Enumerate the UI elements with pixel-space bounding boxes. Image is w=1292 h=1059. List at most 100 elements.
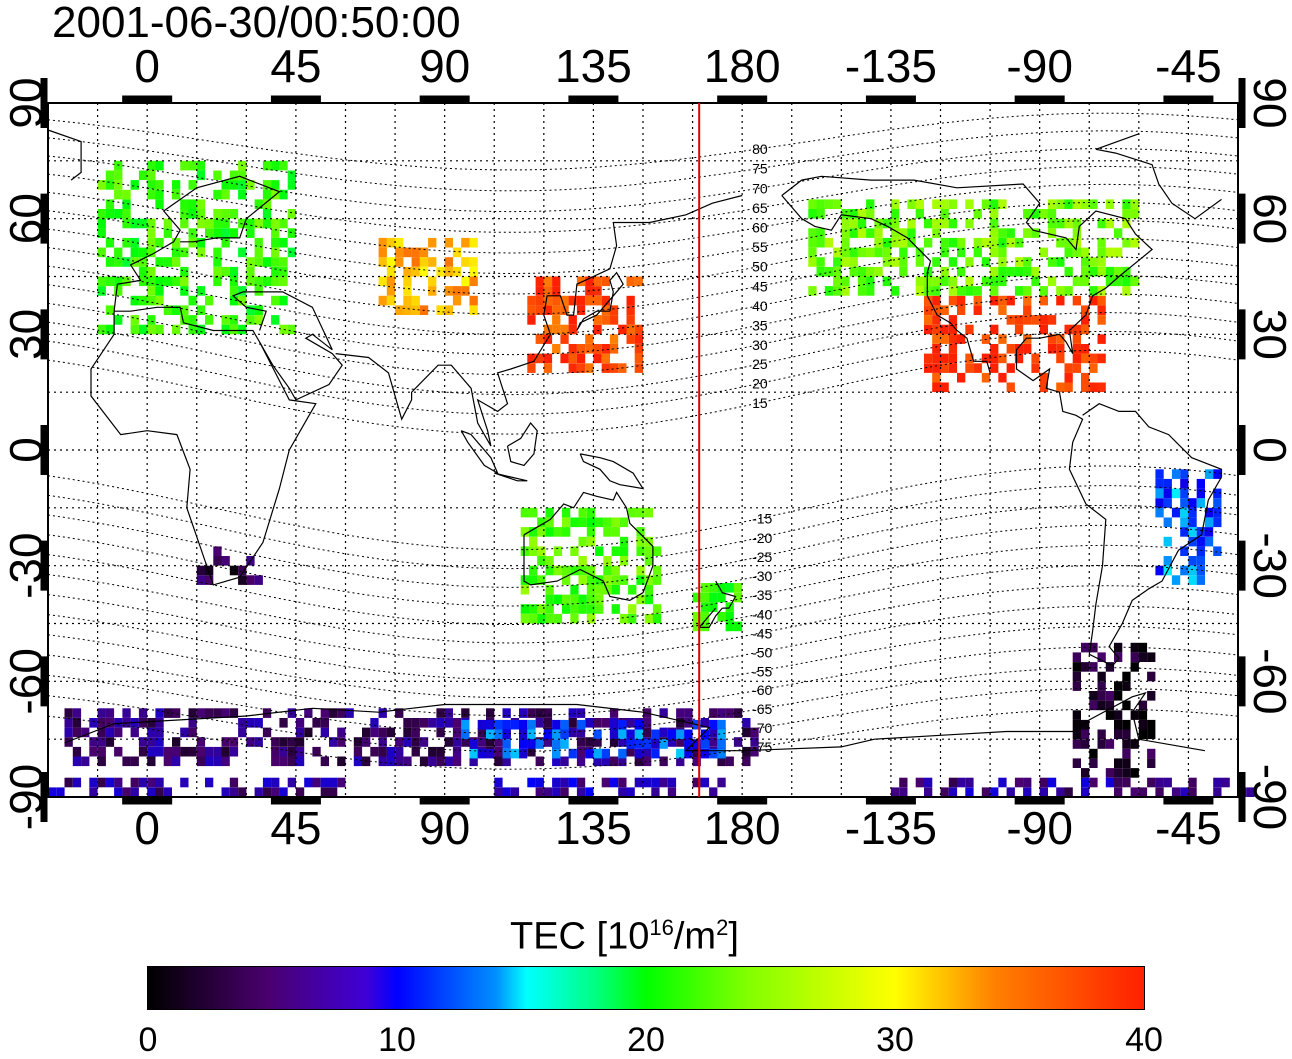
tec-cell xyxy=(552,344,561,354)
tec-cell xyxy=(545,565,554,576)
tec-cell xyxy=(948,286,958,296)
tec-cell xyxy=(537,527,546,537)
tec-cell xyxy=(1155,498,1164,508)
tec-cell xyxy=(717,611,726,622)
tec-cell xyxy=(857,228,867,238)
tec-cell xyxy=(899,777,908,788)
tec-cell xyxy=(1213,469,1222,479)
tec-cell xyxy=(1138,719,1148,730)
tec-cell xyxy=(1064,324,1073,335)
tec-cell xyxy=(1122,671,1131,682)
tec-cell xyxy=(147,756,156,767)
tec-cell xyxy=(155,237,164,248)
tec-cell xyxy=(940,324,949,335)
tec-cell xyxy=(857,209,867,219)
tec-cell xyxy=(205,708,214,718)
tec-cell xyxy=(444,286,453,296)
tec-cell xyxy=(981,372,991,383)
tec-cell xyxy=(990,286,999,296)
tec-cell xyxy=(1130,739,1139,749)
tec-cell xyxy=(527,729,536,740)
tec-cell xyxy=(1006,295,1015,306)
tec-cell xyxy=(644,546,653,556)
tec-cell xyxy=(553,546,563,556)
tec-cell xyxy=(1204,507,1214,518)
tec-cell xyxy=(1047,218,1057,229)
tec-cell xyxy=(295,737,305,747)
tec-cell xyxy=(172,756,181,767)
tec-cell xyxy=(593,353,602,364)
tec-cell xyxy=(733,592,743,603)
tec-cell xyxy=(874,228,883,238)
tec-cell xyxy=(593,276,602,287)
tec-cell xyxy=(213,257,222,267)
tec-cell xyxy=(1072,652,1081,662)
tec-cell xyxy=(824,199,834,209)
tec-cell xyxy=(196,575,206,585)
tec-cell xyxy=(444,756,453,767)
tec-cell xyxy=(1014,324,1024,335)
tec-cell xyxy=(205,228,214,238)
tec-cell xyxy=(477,748,486,759)
left-lat-label: 60 xyxy=(0,193,52,244)
tec-cell xyxy=(543,276,553,287)
tec-cell xyxy=(543,295,553,306)
contour-label: 20 xyxy=(752,376,768,392)
tec-cell xyxy=(1081,382,1090,393)
tec-cell xyxy=(1105,777,1115,788)
tec-cell xyxy=(1196,556,1205,566)
tec-cell xyxy=(576,777,586,788)
tec-cell xyxy=(568,748,577,759)
tec-cell xyxy=(568,708,577,718)
tec-cell xyxy=(1105,266,1115,277)
tec-cell xyxy=(520,575,529,585)
left-lat-label: 30 xyxy=(0,309,52,360)
tec-cell xyxy=(552,777,561,788)
tec-cell xyxy=(626,324,635,335)
tec-cell xyxy=(180,276,189,287)
tec-cell xyxy=(213,189,222,200)
tec-cell xyxy=(1089,363,1098,373)
tec-cell xyxy=(667,777,677,788)
axis-ticks xyxy=(40,78,1246,822)
tec-cell xyxy=(122,257,131,267)
tec-cell xyxy=(320,727,329,738)
tec-cell xyxy=(601,718,610,728)
tec-cell xyxy=(436,756,445,767)
tec-cell xyxy=(329,737,338,747)
tec-cell xyxy=(1081,729,1090,740)
tec-cell xyxy=(609,777,619,788)
tec-cell xyxy=(221,556,230,566)
tec-cell xyxy=(857,286,867,296)
tec-cell xyxy=(932,382,941,393)
tec-cell xyxy=(1114,266,1123,277)
tec-cell xyxy=(932,363,941,373)
tec-cell xyxy=(1023,315,1032,325)
tec-cell xyxy=(295,787,305,797)
tec-cell xyxy=(254,286,263,296)
tec-cell xyxy=(857,218,867,229)
tec-cell xyxy=(527,777,536,788)
tec-cell xyxy=(114,777,123,788)
tec-cell xyxy=(229,787,239,797)
tec-cell xyxy=(618,748,627,759)
tec-cell xyxy=(990,237,999,248)
tec-cell xyxy=(1039,209,1048,219)
bottom-lon-label: -45 xyxy=(1155,802,1221,854)
tec-cell xyxy=(652,546,662,556)
tec-cell xyxy=(295,756,305,767)
tec-cell xyxy=(1130,209,1139,219)
tec-cell xyxy=(114,718,123,728)
tec-cell xyxy=(271,737,280,747)
tec-cell xyxy=(866,209,875,219)
tec-cell xyxy=(535,305,544,315)
tec-cell xyxy=(337,727,346,738)
left-lat-label: -60 xyxy=(0,648,52,714)
tec-cell xyxy=(155,295,164,306)
tec-cell xyxy=(188,315,197,325)
tec-cell xyxy=(948,777,958,788)
tec-cell xyxy=(1122,681,1131,691)
tec-cell xyxy=(155,746,164,757)
tec-cell xyxy=(833,276,842,287)
tec-cell xyxy=(287,180,296,190)
